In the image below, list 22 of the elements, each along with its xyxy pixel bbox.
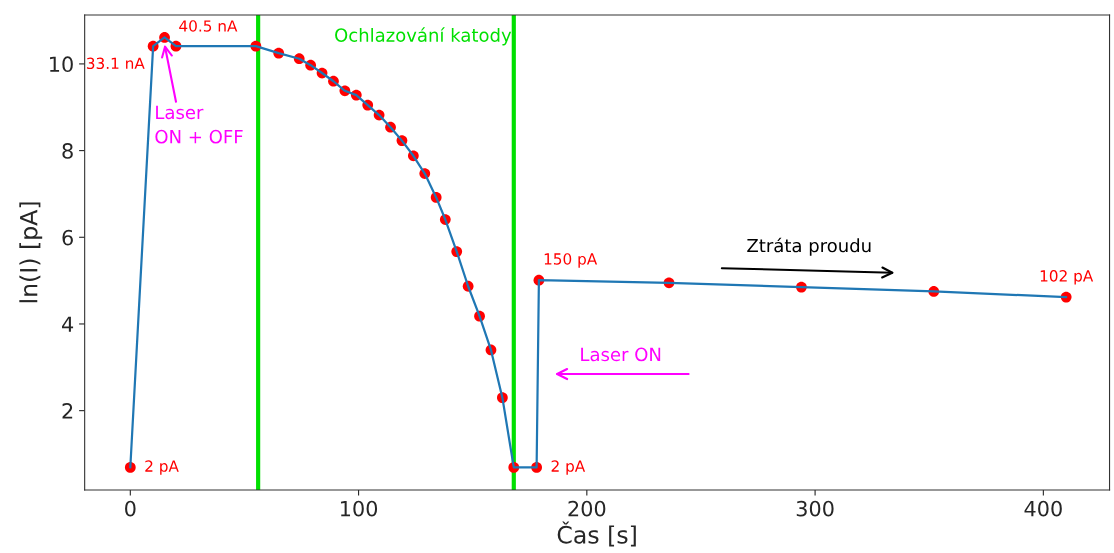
annotation: 2 pA	[551, 460, 586, 475]
x-tick-label: 100	[340, 500, 378, 517]
annotation: Ztráta proudu	[747, 237, 871, 256]
annotation: 33.1 nA	[86, 57, 145, 70]
annotation: 2 pA	[145, 460, 179, 475]
y-tick-label: 8	[62, 143, 73, 159]
y-tick-label: 6	[62, 229, 73, 246]
x-tick-label: 0	[125, 500, 136, 517]
annotation: 40.5 nA	[179, 20, 238, 32]
annotation: Laser ON	[581, 347, 661, 362]
annotation: Ochlazování katody	[335, 27, 512, 46]
x-tick-label: 300	[796, 500, 834, 517]
annotation: Laser ON + OFF	[155, 105, 243, 144]
y-tick-label: 4	[62, 316, 74, 332]
x-axis-title: Čas [s]	[557, 521, 636, 547]
y-axis-title: ln(I) [pA]	[19, 202, 43, 303]
annotation: 150 pA	[544, 253, 598, 268]
x-tick-label: 200	[568, 500, 606, 517]
y-tick-label: 10	[50, 56, 73, 73]
y-tick-label: 2	[62, 403, 73, 419]
x-tick-label: 400	[1024, 500, 1062, 517]
annotation: 102 pA	[1040, 270, 1094, 285]
